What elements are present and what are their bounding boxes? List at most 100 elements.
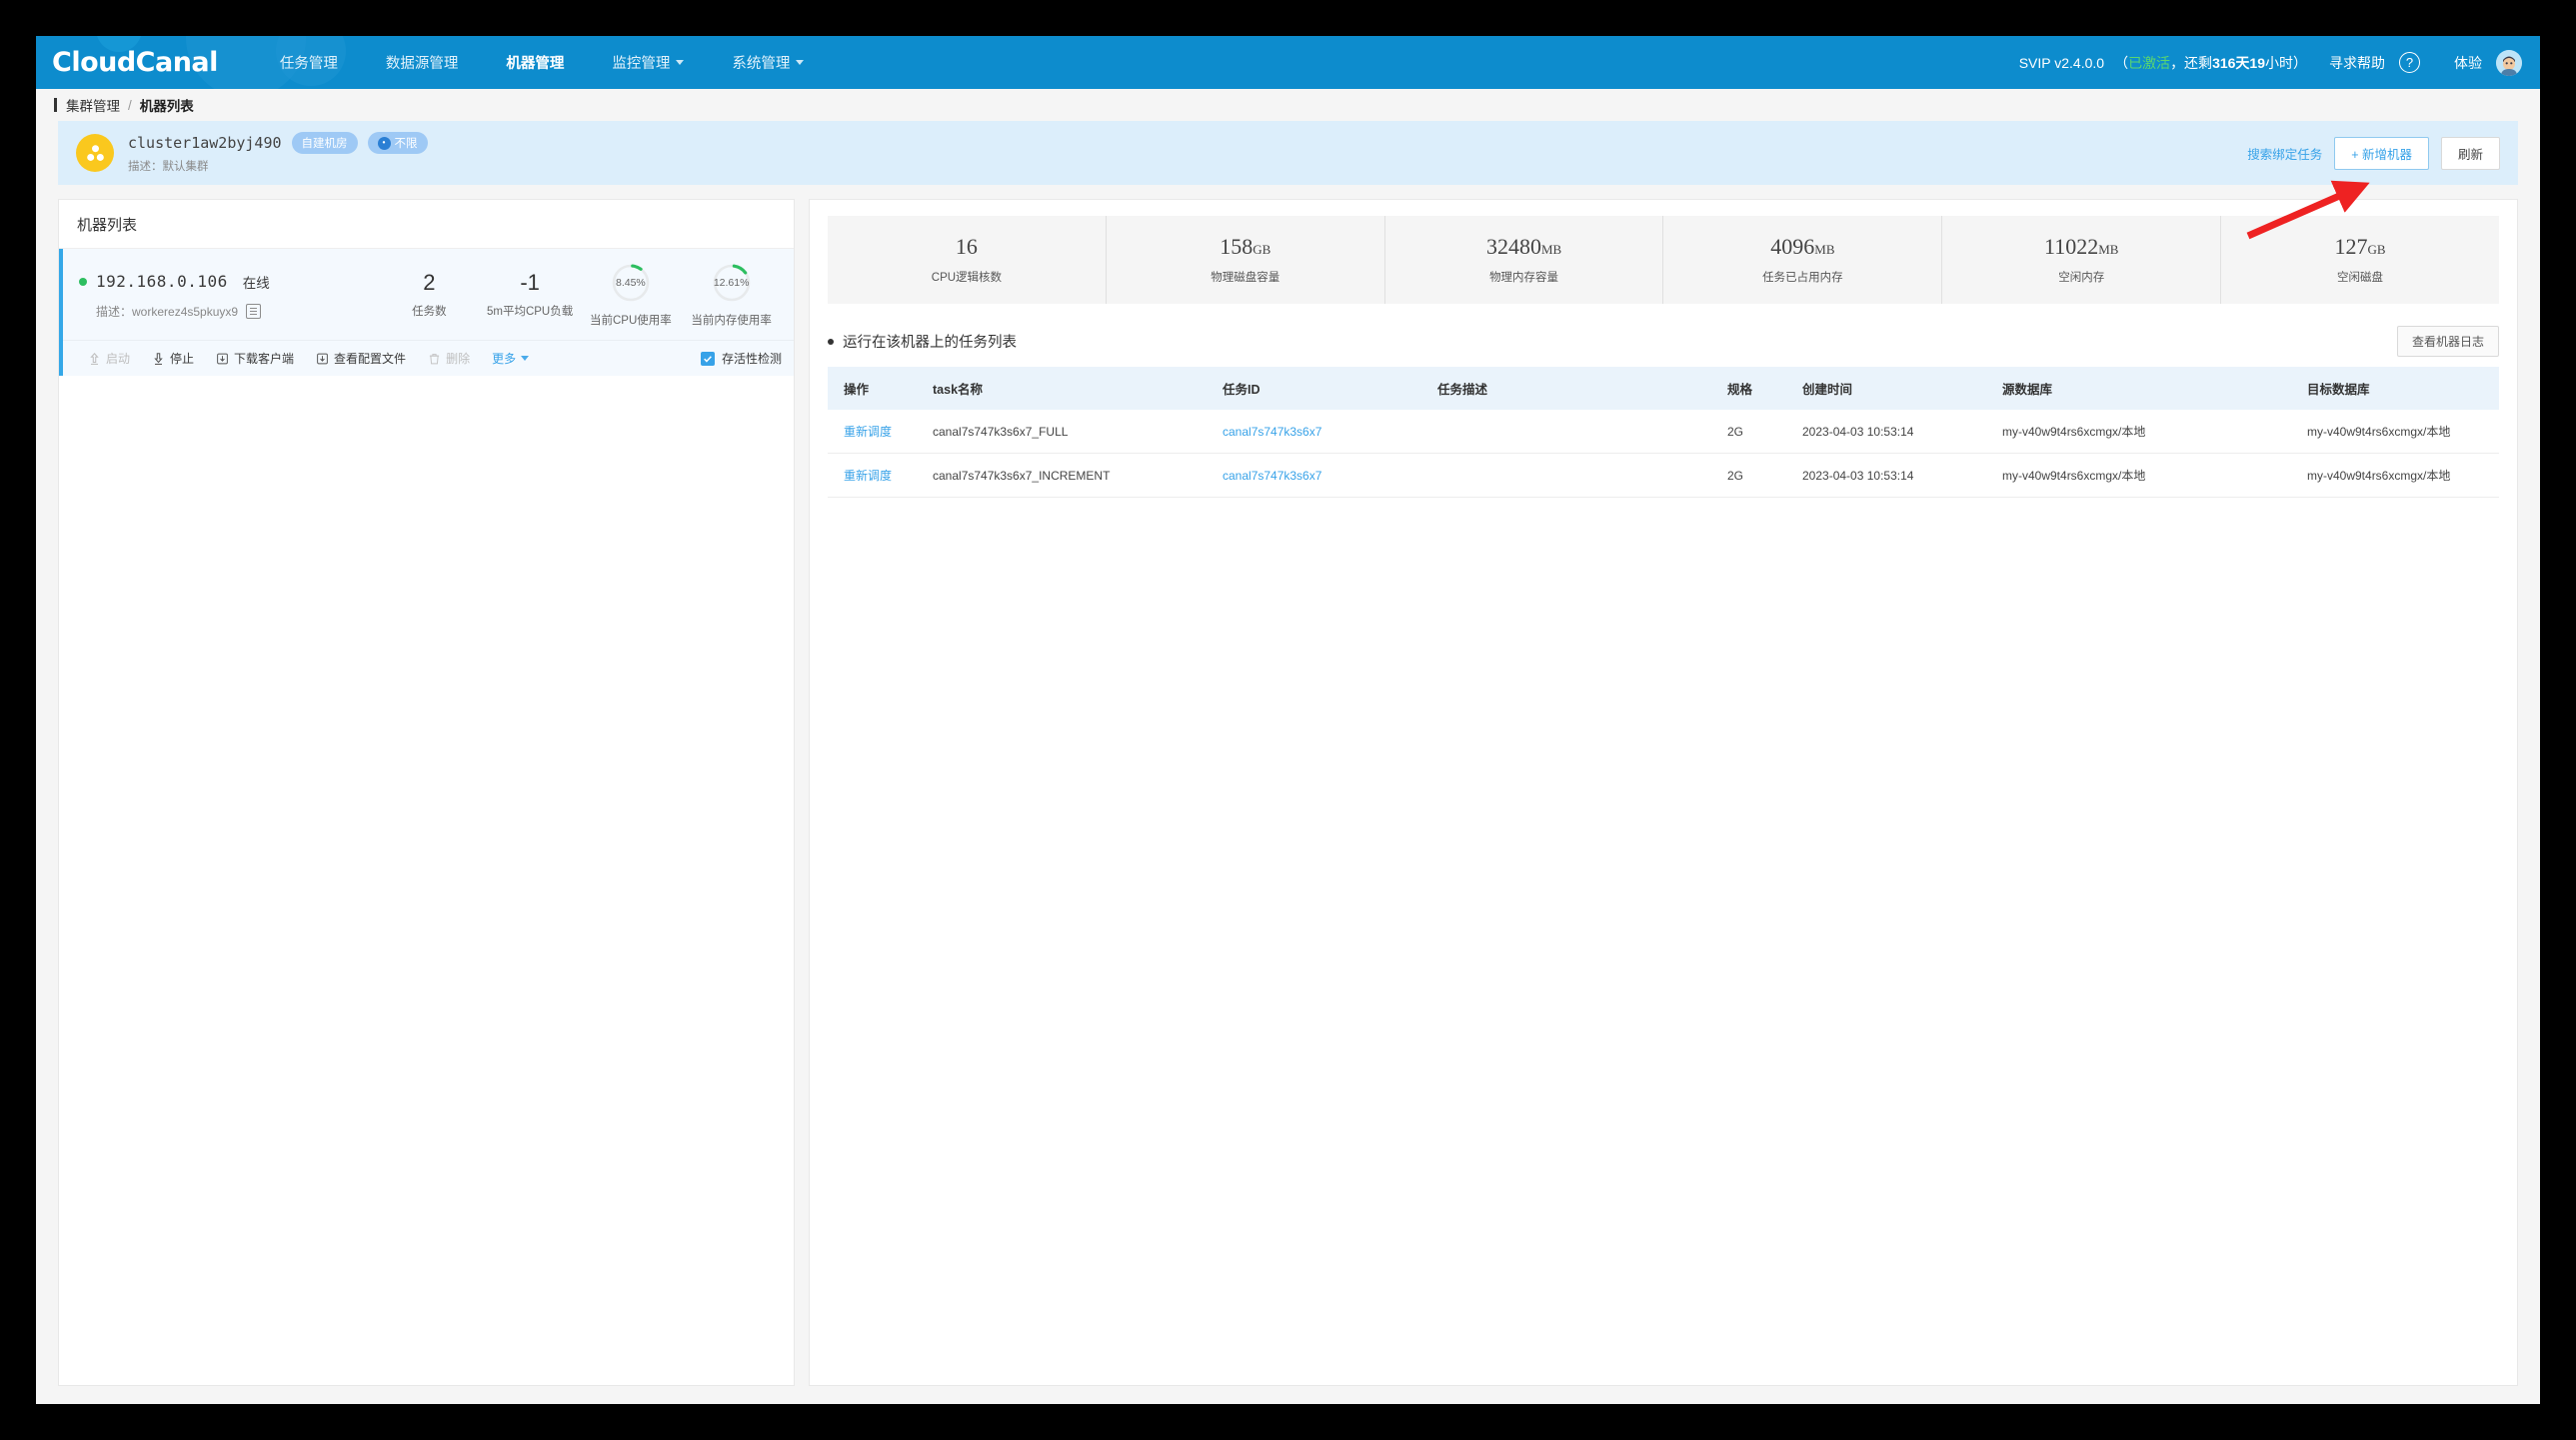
cluster-description: 描述：默认集群 — [128, 161, 209, 173]
download-client-button[interactable]: 下载客户端 — [205, 350, 305, 367]
stat-value: 4096MB — [1770, 233, 1835, 259]
metric-label: 5m平均CPU负载 — [486, 306, 574, 318]
stat-cpu-cores: 16 CPU逻辑核数 — [828, 216, 1107, 304]
action-label: 更多 — [492, 352, 517, 366]
stat-free-memory: 11022MB 空闲内存 — [1942, 216, 2222, 304]
stat-label: 物理磁盘容量 — [1211, 271, 1281, 284]
action-label: 删除 — [446, 352, 471, 366]
stat-value: 16 — [955, 233, 978, 259]
task-table-body: 重新调度 canal7s747k3s6x7_FULL canal7s747k3s… — [828, 410, 2499, 498]
column-header-task-id: 任务ID — [1223, 367, 1437, 410]
cell-created-time: 2023-04-03 10:53:14 — [1802, 453, 2002, 498]
task-id-link[interactable]: canal7s747k3s6x7 — [1223, 468, 1322, 483]
cluster-header-card: cluster1aw2byj490 自建机房 不限 描述：默认集群 搜索绑定任务… — [58, 121, 2518, 185]
stat-label: 任务已占用内存 — [1762, 271, 1843, 284]
stat-task-used-memory: 4096MB 任务已占用内存 — [1663, 216, 1943, 304]
view-machine-log-button[interactable]: 查看机器日志 — [2396, 326, 2499, 357]
nav-item-label: 机器管理 — [506, 56, 565, 72]
reschedule-link[interactable]: 重新调度 — [844, 469, 893, 483]
stat-label: CPU逻辑核数 — [931, 271, 1003, 284]
copy-detail-icon[interactable] — [246, 303, 262, 319]
cell-task-desc — [1437, 453, 1727, 498]
cell-target-db: my-v40w9t4rs6xcmgx/本地 — [2307, 453, 2499, 498]
breadcrumb: 集群管理 / 机器列表 — [36, 89, 2540, 121]
metric-value: 12.61% — [713, 277, 750, 289]
task-id-link[interactable]: canal7s747k3s6x7 — [1223, 424, 1322, 439]
machine-card[interactable]: 192.168.0.106 在线 描述：workerez4s5pkuyx9 2 … — [59, 249, 794, 376]
nav-item-monitor-management[interactable]: 监控管理 — [588, 52, 708, 73]
memory-usage-gauge: 12.61% — [712, 263, 752, 303]
stat-free-disk: 127GB 空闲磁盘 — [2221, 216, 2499, 304]
action-label: 查看配置文件 — [334, 352, 407, 366]
machine-ip: 192.168.0.106 — [96, 272, 228, 291]
checkbox-checked-icon[interactable] — [700, 351, 715, 366]
arrow-up-icon — [90, 352, 99, 365]
machine-description: 描述：workerez4s5pkuyx9 — [96, 304, 239, 319]
search-bound-task-link[interactable]: 搜索绑定任务 — [2247, 147, 2323, 162]
start-machine-button[interactable]: 启动 — [77, 350, 141, 367]
liveness-check-toggle[interactable]: 存活性检测 — [700, 350, 782, 367]
nav-item-system-management[interactable]: 系统管理 — [708, 52, 828, 73]
nav-item-label: 监控管理 — [612, 56, 671, 72]
avatar[interactable] — [2496, 49, 2522, 76]
stat-value: 158GB — [1220, 233, 1272, 259]
machine-metric-cpu-usage: 8.45% 当前CPU使用率 — [581, 263, 682, 328]
nav-item-label: 任务管理 — [279, 56, 338, 72]
cell-source-db: my-v40w9t4rs6xcmgx/本地 — [2002, 410, 2307, 454]
nav-items: 任务管理 数据源管理 机器管理 监控管理 系统管理 — [256, 52, 829, 73]
action-label: 启动 — [106, 352, 131, 366]
column-header-created-time: 创建时间 — [1802, 367, 2002, 410]
machine-metric-cpu-load: -1 5m平均CPU负载 — [480, 272, 581, 319]
svip-version-label: SVIP v2.4.0.0 — [2018, 54, 2105, 71]
trash-icon — [429, 353, 440, 364]
cell-task-name: canal7s747k3s6x7_FULL — [933, 410, 1223, 454]
app-window: CloudCanal 任务管理 数据源管理 机器管理 监控管理 系统管理 SVI… — [36, 36, 2540, 1404]
cluster-icon — [76, 134, 114, 172]
table-row[interactable]: 重新调度 canal7s747k3s6x7_INCREMENT canal7s7… — [828, 453, 2499, 498]
table-row[interactable]: 重新调度 canal7s747k3s6x7_FULL canal7s747k3s… — [828, 410, 2499, 454]
reschedule-link[interactable]: 重新调度 — [844, 425, 893, 439]
delete-machine-button[interactable]: 删除 — [417, 350, 481, 367]
stat-value: 11022MB — [2044, 233, 2119, 259]
cell-spec: 2G — [1727, 453, 1802, 498]
stat-value: 127GB — [2334, 233, 2386, 259]
license-days: 316 — [2212, 54, 2236, 71]
breadcrumb-separator: / — [128, 97, 132, 113]
action-label: 下载客户端 — [234, 352, 295, 366]
help-link[interactable]: 寻求帮助 — [2329, 54, 2385, 71]
stat-label: 空闲内存 — [2058, 271, 2105, 284]
view-config-file-button[interactable]: 查看配置文件 — [305, 350, 417, 367]
question-mark-icon[interactable]: ? — [2399, 52, 2420, 73]
add-machine-button[interactable]: + 新增机器 — [2334, 136, 2429, 170]
nav-item-machine-management[interactable]: 机器管理 — [482, 52, 588, 73]
nav-item-datasource-management[interactable]: 数据源管理 — [362, 52, 483, 73]
machine-ip-row: 192.168.0.106 在线 — [79, 272, 379, 292]
metric-value: 8.45% — [615, 277, 646, 289]
column-header-spec: 规格 — [1727, 367, 1802, 410]
metric-value: -1 — [520, 270, 540, 295]
cluster-meta: cluster1aw2byj490 自建机房 不限 描述：默认集群 — [128, 132, 428, 174]
cpu-usage-gauge: 8.45% — [611, 263, 651, 303]
metric-label: 任务数 — [412, 306, 447, 318]
license-status: （已激活，还剩316天19小时） — [2114, 54, 2307, 71]
cluster-actions: 搜索绑定任务 + 新增机器 刷新 — [2247, 136, 2500, 170]
nav-item-task-management[interactable]: 任务管理 — [256, 52, 362, 73]
location-pin-icon — [377, 136, 391, 150]
machine-state: 在线 — [242, 275, 270, 291]
experience-link[interactable]: 体验 — [2454, 54, 2482, 71]
column-header-target-db: 目标数据库 — [2307, 367, 2499, 410]
column-header-source-db: 源数据库 — [2002, 367, 2307, 410]
machine-list-title: 机器列表 — [59, 200, 794, 249]
badge-label: 自建机房 — [301, 138, 348, 150]
cell-spec: 2G — [1727, 410, 1802, 454]
breadcrumb-parent[interactable]: 集群管理 — [66, 99, 120, 114]
liveness-check-label: 存活性检测 — [721, 352, 782, 366]
refresh-button[interactable]: 刷新 — [2440, 136, 2500, 170]
more-actions-button[interactable]: 更多 — [481, 350, 540, 367]
nav-right-area: SVIP v2.4.0.0 （已激活，还剩316天19小时） 寻求帮助 ? 体验 — [2018, 49, 2522, 76]
app-logo[interactable]: CloudCanal — [52, 47, 218, 78]
stop-machine-button[interactable]: 停止 — [141, 350, 205, 367]
machine-list-panel: 机器列表 192.168.0.106 在线 描述：workerez4s5pkuy… — [58, 199, 795, 1386]
stat-value: 32480MB — [1485, 233, 1562, 259]
machine-description-row: 描述：workerez4s5pkuyx9 — [96, 303, 379, 320]
